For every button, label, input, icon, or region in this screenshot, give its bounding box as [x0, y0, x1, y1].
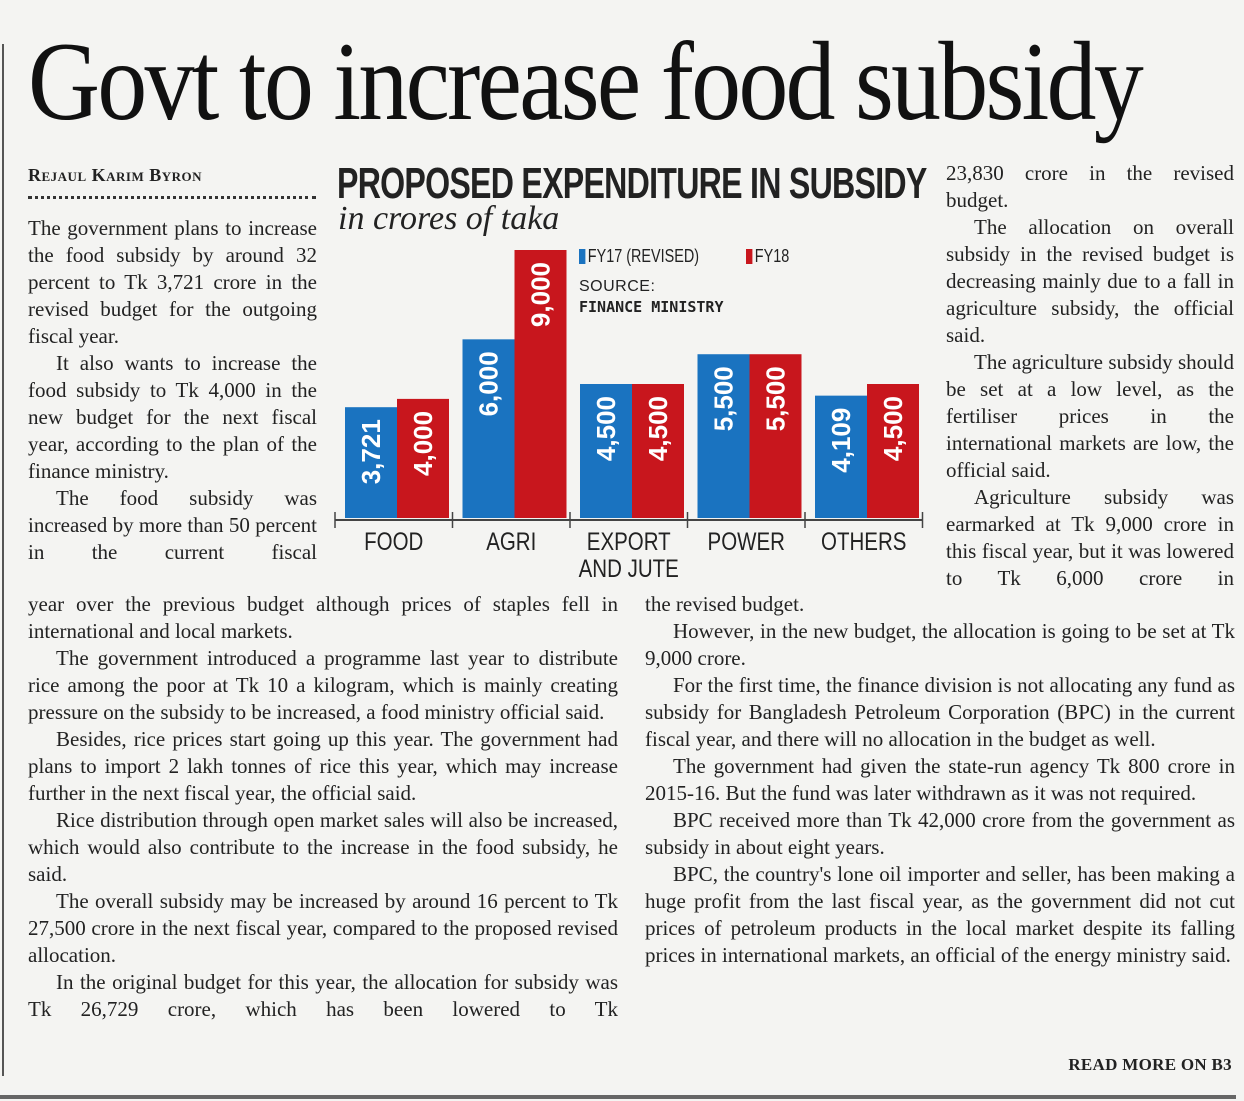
paragraph: The overall subsidy may be increased by …	[28, 889, 618, 967]
column-1: The government plans to increase the foo…	[28, 215, 317, 566]
bar-value-label: 5,500	[761, 366, 791, 431]
bar-fy18-others	[867, 384, 919, 518]
bar-value-label: 4,500	[878, 396, 908, 461]
source-label: SOURCE:	[579, 278, 656, 295]
legend-item-fy17: FY17 (REVISED)	[579, 246, 699, 267]
byline-divider	[28, 196, 316, 199]
bar-fy17-revised--export-and-jute	[580, 384, 632, 518]
paragraph: Agriculture subsidy was earmarked at Tk …	[946, 485, 1234, 590]
paragraph: The food subsidy was increased by more t…	[28, 486, 317, 564]
bar-value-label: 4,109	[826, 408, 856, 473]
category-label: AND JUTE	[579, 554, 679, 582]
paragraph: Besides, rice prices start going up this…	[28, 727, 618, 805]
column-3: 23,830 crore in the revised budget. The a…	[946, 160, 1234, 592]
paragraph: Rice distribution through open market sa…	[28, 808, 618, 886]
bottom-rule	[0, 1095, 1236, 1099]
category-label: POWER	[708, 527, 785, 555]
chart-legend: FY17 (REVISED) FY18	[579, 246, 812, 269]
chart-subtitle: in crores of taka	[338, 200, 560, 237]
bar-fy17-revised--power	[697, 354, 750, 518]
bar-value-label: 6,000	[474, 351, 504, 416]
bar-chart: 3,721 4,000 FOOD 6,000 9,000 AGRI 4,500 4,500 EX…	[334, 250, 924, 582]
bar-value-label: 3,721	[356, 419, 386, 484]
paragraph: year over the previous budget although p…	[28, 592, 618, 643]
bar-fy18-agri	[514, 250, 567, 518]
headline: Govt to increase food subsidy	[28, 20, 1144, 144]
source-value: FINANCE MINISTRY	[579, 298, 724, 316]
paragraph: For the first time, the finance division…	[645, 673, 1235, 751]
bar-fy18-export-and-jute	[632, 384, 684, 518]
paragraph: BPC, the country's lone oil importer and…	[645, 862, 1235, 967]
legend-item-fy18: FY18	[745, 246, 789, 267]
paragraph: BPC received more than Tk 42,000 crore f…	[645, 808, 1235, 859]
bar-fy17-revised--agri	[462, 339, 515, 518]
column-bottom-right: the revised budget. However, in the new b…	[645, 591, 1235, 969]
bar-value-label: 4,500	[643, 396, 673, 461]
paragraph: In the original budget for this year, th…	[28, 970, 618, 1021]
paragraph: 23,830 crore in the revised budget.	[946, 161, 1234, 212]
category-label: AGRI	[486, 527, 536, 555]
paragraph: However, in the new budget, the allocati…	[645, 619, 1235, 670]
legend-label-fy17: FY17 (REVISED)	[587, 246, 700, 266]
bar-fy18-food	[397, 398, 449, 518]
bar-fy18-power	[749, 354, 802, 518]
category-label: OTHERS	[821, 527, 906, 555]
column-bottom-left: year over the previous budget although p…	[28, 591, 618, 1023]
legend-swatch-fy18	[745, 249, 752, 264]
bar-value-label: 9,000	[526, 262, 556, 327]
byline: Rejaul Karim Byron	[28, 165, 203, 185]
paragraph: The government plans to increase the foo…	[28, 216, 317, 348]
paragraph: the revised budget.	[645, 592, 805, 616]
read-more-link[interactable]: READ MORE ON B3	[1068, 1055, 1232, 1074]
paragraph: The agriculture subsidy should be set at…	[946, 350, 1234, 482]
paragraph: It also wants to increase the food subsi…	[28, 351, 317, 483]
paragraph: The government had given the state-run a…	[645, 754, 1235, 805]
chart-title: PROPOSED EXPENDITURE IN SUBSIDY	[337, 159, 927, 208]
category-label: FOOD	[364, 527, 423, 555]
legend-swatch-fy17	[579, 249, 586, 264]
bar-fy17-revised--others	[815, 395, 867, 518]
bar-fy17-revised--food	[345, 407, 397, 518]
bar-value-label: 4,500	[591, 396, 621, 461]
bar-value-label: 5,500	[709, 366, 739, 431]
legend-label-fy18: FY18	[754, 246, 789, 266]
left-column-rule	[2, 44, 4, 1076]
category-label: EXPORT	[587, 527, 671, 555]
paragraph: The government introduced a programme la…	[28, 646, 618, 724]
paragraph: The allocation on overall subsidy in the…	[946, 215, 1234, 347]
bar-value-label: 4,000	[408, 411, 438, 476]
